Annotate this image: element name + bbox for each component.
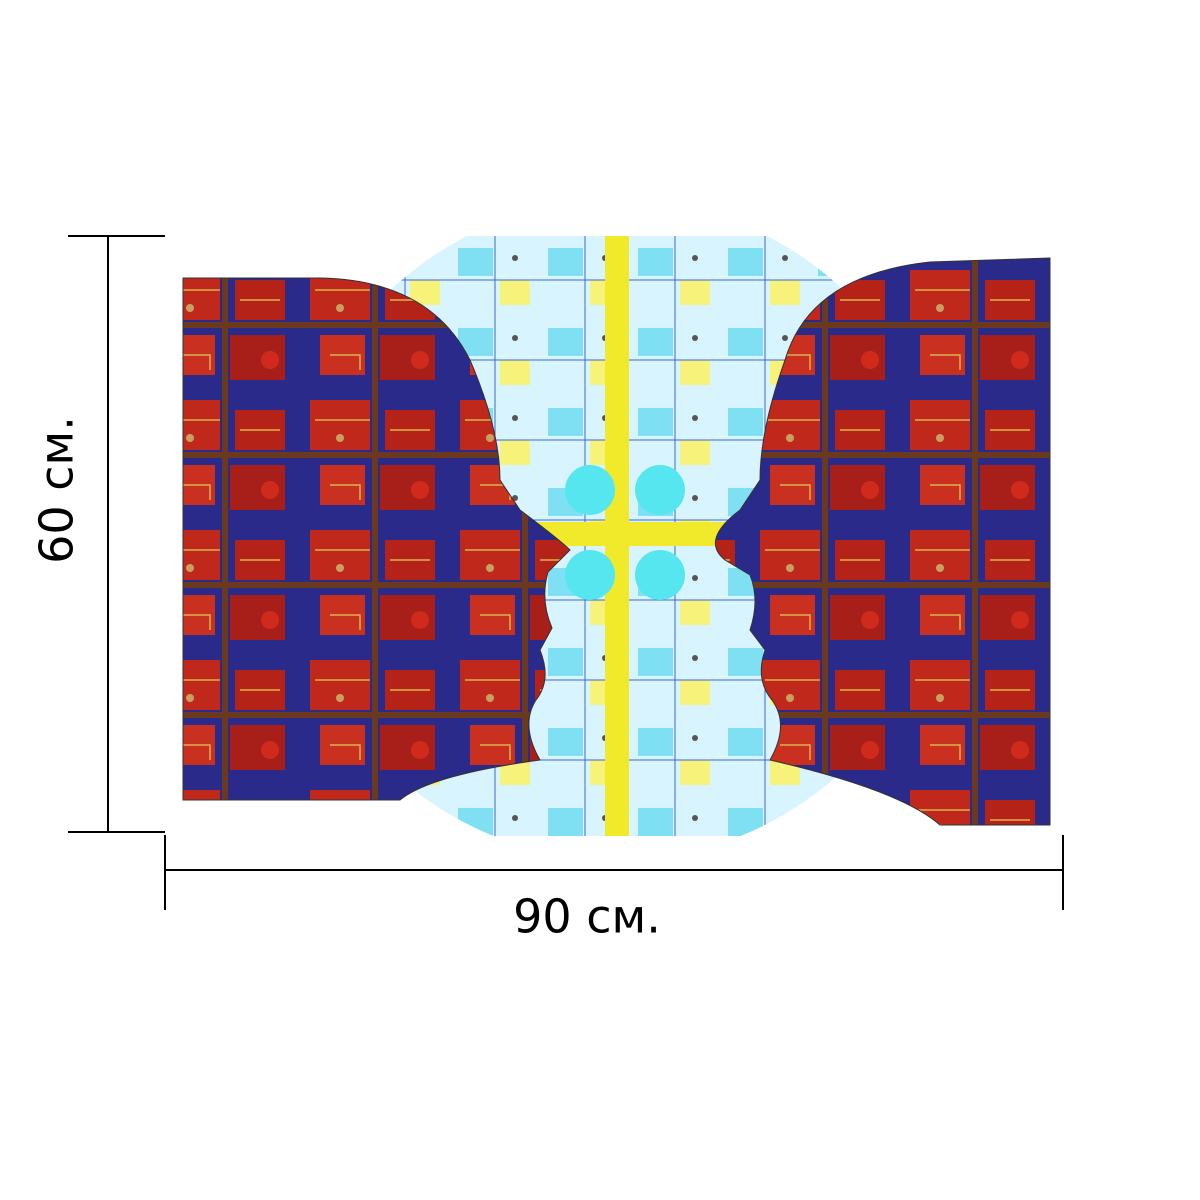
artwork [182, 236, 1051, 836]
width-label: 90 см. [513, 890, 661, 944]
dimension-lines [68, 235, 1064, 910]
height-label: 60 см. [30, 416, 84, 564]
